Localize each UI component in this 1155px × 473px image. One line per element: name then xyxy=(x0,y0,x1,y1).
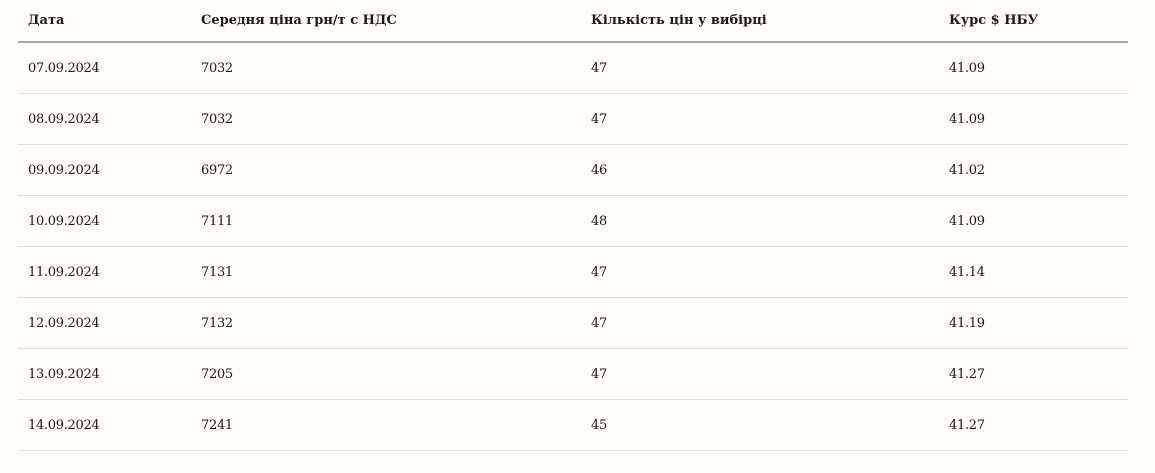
header-date: Дата xyxy=(18,0,191,43)
table-row: 14.09.2024 7241 45 41.27 xyxy=(18,399,1128,451)
table-row: 10.09.2024 7111 48 41.09 xyxy=(18,195,1128,247)
header-price-count: Кількість цін у вибірці xyxy=(581,0,939,43)
cell-price-count: 45 xyxy=(581,399,939,451)
cell-avg-price: 7032 xyxy=(191,93,581,145)
cell-date: 12.09.2024 xyxy=(18,297,191,349)
cell-date: 08.09.2024 xyxy=(18,93,191,145)
table-row: 13.09.2024 7205 47 41.27 xyxy=(18,348,1128,400)
cell-usd-rate: 41.14 xyxy=(939,246,1128,298)
cell-price-count: 47 xyxy=(581,297,939,349)
cell-date: 11.09.2024 xyxy=(18,246,191,298)
cell-price-count: 47 xyxy=(581,93,939,145)
header-avg-price: Середня ціна грн/т с НДС xyxy=(191,0,581,43)
cell-date: 09.09.2024 xyxy=(18,144,191,196)
cell-date: 10.09.2024 xyxy=(18,195,191,247)
cell-usd-rate: 41.19 xyxy=(939,297,1128,349)
table-row: 11.09.2024 7131 47 41.14 xyxy=(18,246,1128,298)
cell-avg-price: 7111 xyxy=(191,195,581,247)
table-row: 08.09.2024 7032 47 41.09 xyxy=(18,93,1128,145)
cell-avg-price: 7241 xyxy=(191,399,581,451)
cell-usd-rate: 41.09 xyxy=(939,42,1128,94)
table-header-row: Дата Середня ціна грн/т с НДС Кількість … xyxy=(18,0,1128,43)
header-usd-rate: Курс $ НБУ xyxy=(939,0,1128,43)
cell-avg-price: 7205 xyxy=(191,348,581,400)
cell-avg-price: 6972 xyxy=(191,144,581,196)
cell-avg-price: 7131 xyxy=(191,246,581,298)
cell-usd-rate: 41.09 xyxy=(939,93,1128,145)
cell-price-count: 46 xyxy=(581,144,939,196)
cell-avg-price: 7032 xyxy=(191,42,581,94)
cell-date: 07.09.2024 xyxy=(18,42,191,94)
cell-usd-rate: 41.09 xyxy=(939,195,1128,247)
cell-price-count: 48 xyxy=(581,195,939,247)
cell-date: 14.09.2024 xyxy=(18,399,191,451)
table-row: 09.09.2024 6972 46 41.02 xyxy=(18,144,1128,196)
cell-price-count: 47 xyxy=(581,42,939,94)
table-row: 12.09.2024 7132 47 41.19 xyxy=(18,297,1128,349)
cell-usd-rate: 41.02 xyxy=(939,144,1128,196)
cell-avg-price: 7132 xyxy=(191,297,581,349)
cell-usd-rate: 41.27 xyxy=(939,399,1128,451)
cell-price-count: 47 xyxy=(581,246,939,298)
cell-price-count: 47 xyxy=(581,348,939,400)
table-row: 07.09.2024 7032 47 41.09 xyxy=(18,42,1128,94)
cell-date: 13.09.2024 xyxy=(18,348,191,400)
cell-usd-rate: 41.27 xyxy=(939,348,1128,400)
price-table: Дата Середня ціна грн/т с НДС Кількість … xyxy=(18,0,1128,451)
